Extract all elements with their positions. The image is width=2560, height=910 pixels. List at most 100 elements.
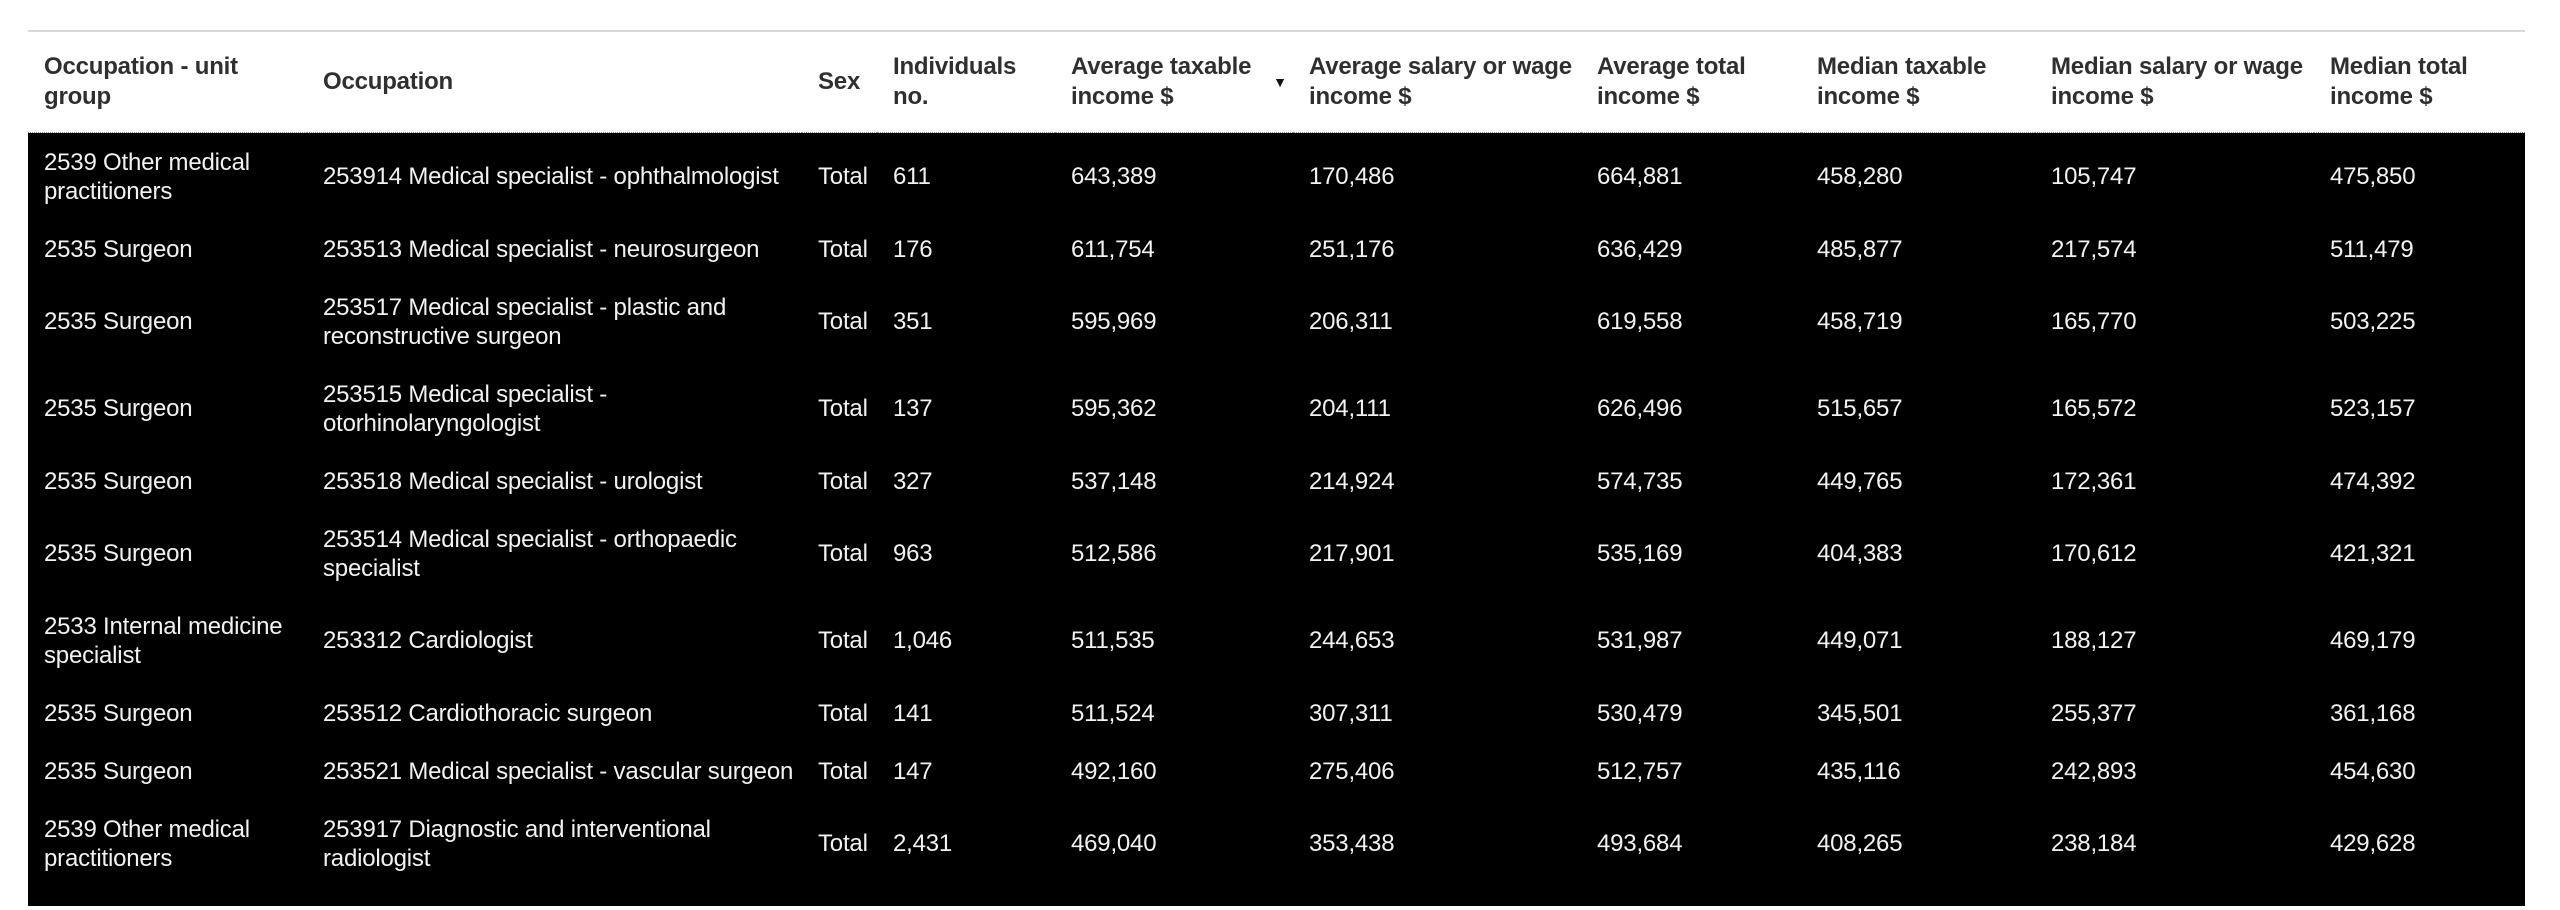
cell-avg_total_income: 664,881 <box>1581 132 1801 220</box>
cell-occupation: 253515 Medical specialist - otorhinolary… <box>323 380 608 437</box>
cell-median_taxable_income: 404,383 <box>1817 540 1903 567</box>
cell-individuals_no: 137 <box>893 395 933 422</box>
table-row[interactable]: 2535 Surgeon 253514 Medical specialist - … <box>28 510 2525 597</box>
header-row: Occupation - unit group Occupation Sex I… <box>28 32 2525 133</box>
cell-avg_salary_wage_income: 353,438 <box>1309 830 1395 857</box>
cell-median_total_income: 523,157 <box>2330 395 2416 422</box>
column-header-median-taxable-income[interactable]: Median taxable income $ <box>1801 32 2035 133</box>
cell-avg_salary_wage_income: 217,901 <box>1309 540 1395 567</box>
cell-avg_total_income: 574,735 <box>1597 467 1683 495</box>
column-header-median-total-income[interactable]: Median total income $ <box>2314 32 2525 133</box>
table-row[interactable]: 2535 Surgeon 253513 Medical specialist - … <box>28 220 2525 278</box>
cell-avg_taxable_income: 611,754 <box>1071 235 1155 263</box>
table-row[interactable]: 2535 Surgeon 253517 Medical specialist - … <box>28 278 2525 365</box>
column-header-occupation[interactable]: Occupation <box>307 32 802 133</box>
cell-avg_total_income: 531,987 <box>1597 627 1683 654</box>
column-header-median-salary-or-wage-income[interactable]: Median salary or wage income $ <box>2035 32 2314 133</box>
cell-median_taxable_income: 515,657 <box>1817 395 1903 422</box>
cell-median_salary_wage_income: 217,574 <box>2051 235 2137 263</box>
cell-occupation_unit_group: 2535 Surgeon <box>44 540 193 567</box>
table-row[interactable]: 2533 Internal medicine specialist 253312 … <box>28 597 2525 684</box>
cell-avg_salary_wage_income: 214,924 <box>1309 467 1395 495</box>
cell-median_taxable_income: 458,280 <box>1801 132 2035 220</box>
table-row[interactable]: 2535 Surgeon 253515 Medical specialist - … <box>28 365 2525 452</box>
cell-median_salary_wage_income: 170,612 <box>2051 540 2137 567</box>
table-row[interactable]: 2535 Surgeon 253512 Cardiothoracic surgeo… <box>28 684 2525 742</box>
cell-avg_taxable_income: 595,969 <box>1071 308 1157 335</box>
cell-sex: Total <box>818 699 868 727</box>
cell-occupation: 253514 Medical specialist - orthopaedic … <box>323 525 737 582</box>
column-header-occupation-unit-group[interactable]: Occupation - unit group <box>28 32 307 133</box>
column-header-sex[interactable]: Sex <box>802 32 877 133</box>
cell-median_taxable_income: 345,501 <box>1817 699 1903 727</box>
cell-median_total_income: 454,630 <box>2330 757 2416 785</box>
cell-avg_salary_wage_income: 204,111 <box>1309 395 1391 422</box>
cell-occupation: 253512 Cardiothoracic surgeon <box>323 699 653 727</box>
cell-median_total_income: 503,225 <box>2330 308 2416 335</box>
cell-occupation_unit_group: 2535 Surgeon <box>44 395 193 422</box>
cell-median_salary_wage_income: 105,747 <box>2035 132 2314 220</box>
cell-median_total_income: 511,479 <box>2330 235 2414 263</box>
cell-individuals_no: 141 <box>893 699 933 727</box>
cell-median_total_income: 469,179 <box>2330 627 2416 654</box>
cell-avg_salary_wage_income: 244,653 <box>1309 627 1395 654</box>
cell-occupation_unit_group: 2533 Internal medicine specialist <box>44 612 283 669</box>
cell-individuals_no: 1,046 <box>893 627 953 654</box>
cell-median_taxable_income: 408,265 <box>1817 830 1903 857</box>
table-row[interactable]: 2539 Other medical practitioners 253914 M… <box>28 132 2525 220</box>
cell-median_total_income: 475,850 <box>2314 132 2525 220</box>
cell-avg_salary_wage_income: 206,311 <box>1309 308 1393 335</box>
cell-avg_salary_wage_income: 170,486 <box>1293 132 1581 220</box>
cell-occupation_unit_group: 2539 Other medical practitioners <box>28 132 307 220</box>
table-row[interactable]: 2539 Other medical practitioners 253917 D… <box>28 800 2525 887</box>
cell-median_salary_wage_income: 238,184 <box>2051 830 2137 857</box>
cell-individuals_no: 351 <box>893 308 933 335</box>
cell-avg_total_income: 619,558 <box>1597 308 1683 335</box>
table-row[interactable]: 2535 Surgeon 253521 Medical specialist - … <box>28 742 2525 800</box>
cell-avg_total_income: 535,169 <box>1597 540 1683 567</box>
column-header-individuals-no[interactable]: Individuals no. <box>877 32 1055 133</box>
cell-occupation_unit_group: 2535 Surgeon <box>44 235 193 263</box>
cell-sex: Total <box>818 627 868 654</box>
cell-avg_taxable_income: 511,535 <box>1071 627 1155 654</box>
column-header-average-taxable-income[interactable]: Average taxable income $ ▼ <box>1055 32 1293 133</box>
cell-median_total_income: 474,392 <box>2330 467 2416 495</box>
cell-avg_taxable_income: 511,524 <box>1071 699 1155 727</box>
cell-median_taxable_income: 458,719 <box>1817 308 1903 335</box>
cell-sex: Total <box>818 395 868 422</box>
cell-occupation_unit_group: 2535 Surgeon <box>44 699 193 727</box>
cell-median_taxable_income: 435,116 <box>1817 757 1901 785</box>
cell-occupation: 253513 Medical specialist - neurosurgeon <box>323 235 760 263</box>
cell-median_salary_wage_income: 242,893 <box>2051 757 2137 785</box>
cell-median_salary_wage_income: 165,770 <box>2051 308 2137 335</box>
cell-sex: Total <box>818 467 868 495</box>
cell-avg_salary_wage_income: 307,311 <box>1309 699 1393 727</box>
cell-median_taxable_income: 485,877 <box>1817 235 1903 263</box>
cell-individuals_no: 176 <box>893 235 933 263</box>
sort-descending-icon: ▼ <box>1273 74 1287 90</box>
column-header-average-salary-or-wage-income[interactable]: Average salary or wage income $ <box>1293 32 1581 133</box>
cell-median_salary_wage_income: 165,572 <box>2051 395 2137 422</box>
cell-occupation: 253312 Cardiologist <box>323 627 533 654</box>
table-row[interactable]: 2535 Surgeon 253518 Medical specialist - … <box>28 452 2525 510</box>
cell-sex: Total <box>818 540 868 567</box>
cell-median_total_income: 421,321 <box>2330 540 2416 567</box>
table-body: 2539 Other medical practitioners 253914 M… <box>28 132 2525 887</box>
cell-sex: Total <box>818 308 868 335</box>
column-header-average-total-income[interactable]: Average total income $ <box>1581 32 1801 133</box>
cell-avg_total_income: 493,684 <box>1597 830 1683 857</box>
cell-median_total_income: 361,168 <box>2330 699 2416 727</box>
cell-occupation_unit_group: 2539 Other medical practitioners <box>44 815 250 872</box>
income-table: Occupation - unit group Occupation Sex I… <box>28 30 2525 906</box>
cell-avg_taxable_income: 469,040 <box>1071 830 1157 857</box>
cell-avg_total_income: 636,429 <box>1597 235 1683 263</box>
cell-avg_taxable_income: 512,586 <box>1071 540 1157 567</box>
cell-individuals_no: 611 <box>877 132 1055 220</box>
cell-avg_taxable_income: 643,389 <box>1055 132 1293 220</box>
cell-avg_taxable_income: 492,160 <box>1071 757 1157 785</box>
cell-sex: Total <box>818 757 868 785</box>
table-header: Occupation - unit group Occupation Sex I… <box>28 32 2525 133</box>
cell-avg_taxable_income: 595,362 <box>1071 395 1157 422</box>
cell-occupation: 253518 Medical specialist - urologist <box>323 467 703 495</box>
cell-sex: Total <box>802 132 877 220</box>
